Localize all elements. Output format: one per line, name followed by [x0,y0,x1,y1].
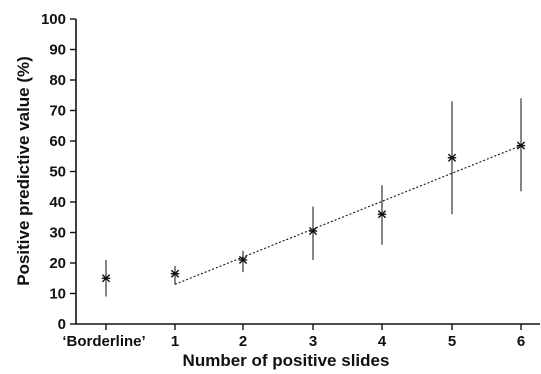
asterisk-marker [170,269,180,278]
y-tick-label: 100 [41,11,66,28]
x-tick-label: 3 [309,333,317,350]
x-tick-label: 1 [171,333,179,350]
asterisk-marker [447,153,457,162]
y-tick-label: 10 [49,286,66,303]
asterisk-marker [516,141,526,150]
trend-line [174,145,522,285]
y-tick-label: 80 [49,72,66,89]
data-points [101,98,526,297]
y-tick-label: 90 [49,42,66,59]
y-tick-label: 60 [49,133,66,150]
data-point [377,185,387,245]
data-point [101,259,111,297]
y-axis-title: Positive predictive value (%) [14,56,33,286]
x-axis-title: Number of positive slides [183,351,390,370]
asterisk-marker [238,255,248,265]
x-tick-label: 4 [378,333,387,350]
y-tick-label: 0 [58,316,66,333]
y-tick-label: 40 [49,194,66,211]
data-point [447,101,457,215]
data-point [516,98,526,192]
asterisk-marker [101,274,111,283]
y-tick-label: 20 [49,255,66,272]
x-tick-label: ‘Borderline’ [62,333,145,350]
x-tick-label: 5 [448,333,456,350]
x-ticks: ‘Borderline’ 1 2 3 4 5 6 [62,324,525,350]
y-tick-label: 50 [49,164,66,181]
data-point [238,250,248,273]
data-point [170,266,180,285]
data-point [308,206,318,260]
y-ticks: 0 10 20 30 40 50 60 70 80 90 100 [41,11,76,333]
y-tick-label: 30 [49,225,66,242]
x-tick-label: 6 [517,333,525,350]
x-tick-label: 2 [239,333,247,350]
asterisk-marker [308,226,318,236]
y-tick-label: 70 [49,103,66,120]
axes [75,19,540,325]
asterisk-marker [377,210,387,219]
